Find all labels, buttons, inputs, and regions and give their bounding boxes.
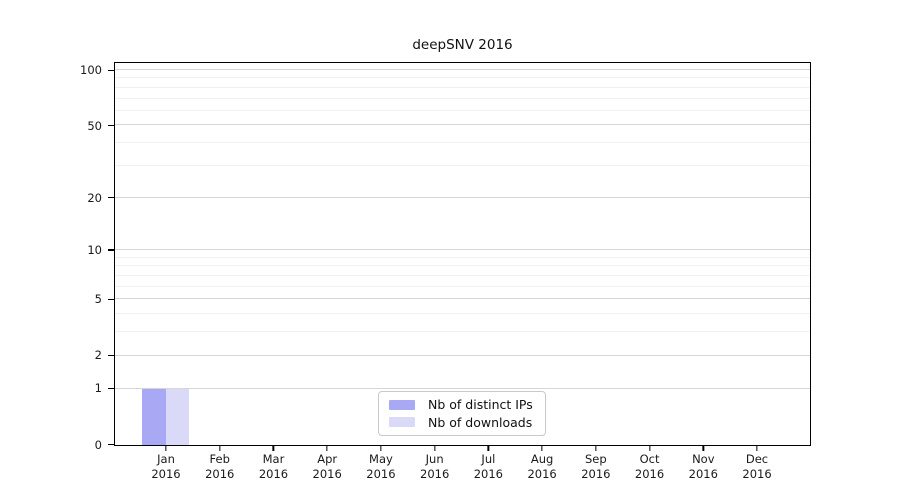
bar-nb-of-downloads-jan xyxy=(165,388,189,445)
x-tick-month-sep: Sep xyxy=(584,452,607,466)
x-tick-label-may: May 2016 xyxy=(366,452,395,482)
legend-swatch-downloads xyxy=(389,417,415,428)
x-tick-month-apr: Apr xyxy=(317,452,338,466)
major-gridline-100 xyxy=(115,68,810,70)
y-tick-label-50: 50 xyxy=(87,118,102,133)
x-tick-month-dec: Dec xyxy=(745,452,769,466)
x-tick-month-nov: Nov xyxy=(692,452,715,466)
legend: Nb of distinct IPs Nb of downloads xyxy=(378,391,546,436)
x-tick-label-jul: Jul 2016 xyxy=(474,452,503,482)
minor-gridline-7 xyxy=(115,275,810,277)
y-tick-label-0: 0 xyxy=(94,437,102,452)
y-tick-mark-100 xyxy=(108,69,114,72)
x-tick-mark-may xyxy=(380,446,382,451)
x-tick-mark-feb xyxy=(219,446,221,451)
x-tick-label-aug: Aug 2016 xyxy=(527,452,556,482)
y-tick-label-10: 10 xyxy=(87,243,102,258)
x-tick-mark-apr xyxy=(326,446,328,451)
major-gridline-2 xyxy=(115,354,810,356)
x-tick-mark-mar xyxy=(272,446,275,451)
x-tick-label-mar: Mar 2016 xyxy=(259,452,288,482)
x-tick-label-feb: Feb 2016 xyxy=(205,452,234,482)
x-tick-mark-oct xyxy=(648,446,651,451)
x-tick-year-nov: 2016 xyxy=(688,467,718,481)
minor-gridline-90 xyxy=(115,77,810,79)
x-tick-month-jan: Jan xyxy=(157,452,175,466)
minor-gridline-60 xyxy=(115,109,810,111)
x-tick-mark-jul xyxy=(487,446,490,451)
x-tick-label-sep: Sep 2016 xyxy=(581,452,610,482)
y-tick-mark-5 xyxy=(108,298,114,300)
legend-label-distinct-ips: Nb of distinct IPs xyxy=(428,397,533,413)
x-tick-month-aug: Aug xyxy=(530,452,554,466)
major-gridline-5 xyxy=(115,298,810,300)
x-tick-month-jul: Jul xyxy=(481,452,496,466)
x-tick-year-jun: 2016 xyxy=(420,467,450,481)
x-tick-mark-dec xyxy=(756,446,758,451)
x-tick-mark-jun xyxy=(433,446,436,451)
y-tick-mark-2 xyxy=(108,354,114,357)
x-tick-year-aug: 2016 xyxy=(527,467,557,481)
x-tick-label-apr: Apr 2016 xyxy=(313,452,342,482)
minor-gridline-30 xyxy=(115,164,810,166)
x-tick-mark-sep xyxy=(595,446,597,451)
x-tick-year-jul: 2016 xyxy=(473,467,504,481)
x-tick-label-nov: Nov 2016 xyxy=(689,452,718,482)
x-tick-mark-jan xyxy=(165,446,167,451)
x-tick-year-apr: 2016 xyxy=(312,467,342,481)
x-tick-label-jun: Jun 2016 xyxy=(420,452,449,482)
x-tick-label-jan: Jan 2016 xyxy=(151,452,180,482)
minor-gridline-9 xyxy=(115,256,810,258)
x-tick-label-dec: Dec 2016 xyxy=(742,452,771,482)
y-tick-mark-10 xyxy=(108,249,114,251)
minor-gridline-4 xyxy=(115,313,810,315)
y-tick-mark-20 xyxy=(108,197,114,199)
bar-nb-of-distinct-ips-jan xyxy=(142,388,166,445)
legend-entry-downloads: Nb of downloads xyxy=(389,415,545,430)
minor-gridline-70 xyxy=(115,97,810,99)
chart-title: deepSNV 2016 xyxy=(412,37,513,53)
minor-gridline-8 xyxy=(115,265,810,267)
x-tick-month-jun: Jun xyxy=(425,452,444,466)
x-tick-year-mar: 2016 xyxy=(258,467,289,481)
x-tick-label-oct: Oct 2016 xyxy=(635,452,664,482)
major-gridline-20 xyxy=(115,196,810,198)
y-tick-mark-1 xyxy=(108,387,114,389)
y-tick-label-5: 5 xyxy=(94,292,102,307)
x-tick-year-oct: 2016 xyxy=(634,467,665,481)
x-tick-year-jan: 2016 xyxy=(151,467,181,481)
x-tick-year-sep: 2016 xyxy=(581,467,611,481)
major-gridline-50 xyxy=(115,124,810,126)
x-tick-month-oct: Oct xyxy=(639,452,660,466)
major-gridline-10 xyxy=(115,249,810,251)
x-tick-year-may: 2016 xyxy=(366,467,396,481)
y-tick-mark-50 xyxy=(108,125,114,127)
y-tick-label-20: 20 xyxy=(87,190,102,205)
y-tick-label-2: 2 xyxy=(94,348,102,363)
x-tick-month-mar: Mar xyxy=(262,452,285,466)
x-tick-year-dec: 2016 xyxy=(742,467,772,481)
x-tick-mark-aug xyxy=(541,446,543,451)
y-tick-label-100: 100 xyxy=(80,63,102,78)
minor-gridline-80 xyxy=(115,86,810,88)
x-tick-month-feb: Feb xyxy=(209,452,230,466)
major-gridline-1 xyxy=(115,387,810,389)
minor-gridline-40 xyxy=(115,142,810,144)
legend-label-downloads: Nb of downloads xyxy=(428,414,533,430)
minor-gridline-6 xyxy=(115,285,810,287)
x-tick-year-feb: 2016 xyxy=(205,467,235,481)
minor-gridline-3 xyxy=(115,331,810,333)
y-tick-mark-0 xyxy=(108,443,114,446)
x-tick-mark-nov xyxy=(702,446,704,451)
plot-area xyxy=(114,62,811,446)
legend-swatch-distinct-ips xyxy=(389,399,415,410)
y-tick-label-1: 1 xyxy=(94,381,102,396)
legend-entry-distinct-ips: Nb of distinct IPs xyxy=(389,397,545,412)
x-tick-month-may: May xyxy=(369,452,393,466)
